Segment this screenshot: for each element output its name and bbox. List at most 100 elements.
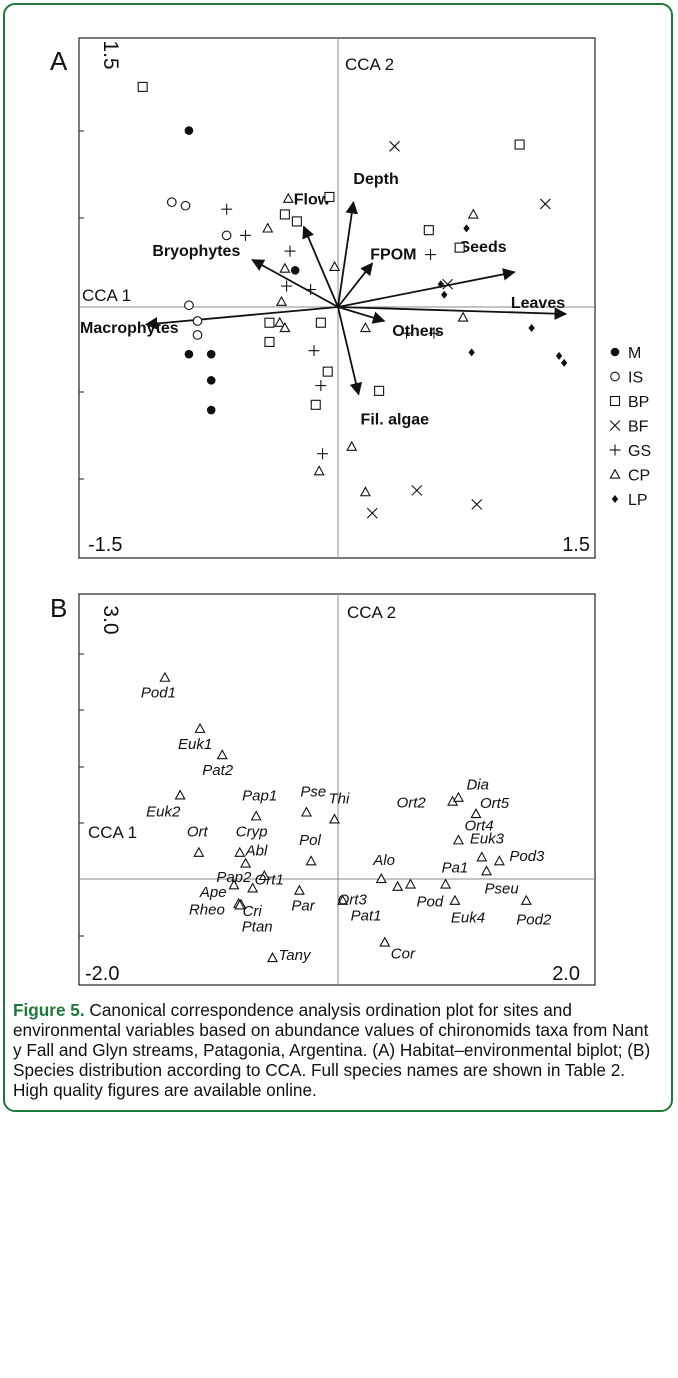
point-bp: [264, 317, 275, 328]
species-label-ort4: Ort4: [464, 817, 493, 834]
species-point-pod1: [159, 671, 171, 682]
legend-marker-m: [610, 347, 620, 357]
panel-a-vectors: Macrophytes Bryophytes Flow Depth FPOM Others…: [80, 171, 568, 428]
point-cp: [282, 192, 294, 203]
vector-fpom: [337, 262, 374, 308]
species-label-tany: Tany: [279, 947, 312, 964]
caption-text: Canonical correspondence analysis ordina…: [13, 1000, 651, 1100]
point-is: [221, 230, 232, 241]
point-gs: [425, 249, 437, 261]
point-bp: [279, 209, 290, 220]
figure-caption: Figure 5. Canonical correspondence analy…: [13, 1000, 659, 1100]
species-label-ape: Ape: [199, 884, 227, 901]
panel-a-legend: M IS BP BF GS CP LP: [609, 345, 651, 509]
legend-label-cp: CP: [628, 468, 650, 485]
species-point-pat2: [216, 749, 228, 760]
vector-label: Depth: [353, 171, 398, 188]
species-label-pod1: Pod1: [141, 685, 176, 702]
panel-a-plot-frame: [78, 37, 596, 559]
point-cp: [359, 486, 371, 497]
vector-label: FPOM: [370, 246, 416, 263]
point-cp: [467, 208, 479, 219]
point-gs: [401, 327, 413, 339]
species-label-pat1: Pat1: [351, 908, 382, 925]
point-gs: [284, 245, 296, 257]
species-point-pap1: [250, 810, 262, 821]
point-bf: [366, 507, 378, 519]
panel-a-y-axis-label: CCA 2: [345, 55, 394, 74]
panel-a-y-ticks: [79, 130, 84, 480]
point-bf: [471, 498, 483, 510]
vector-seeds: [337, 268, 516, 308]
species-label-euk3: Euk3: [470, 830, 505, 847]
species-label-pap1: Pap1: [242, 787, 277, 804]
species-label-pat2: Pat2: [202, 762, 234, 779]
point-gs: [281, 280, 293, 292]
legend-label-lp: LP: [628, 492, 648, 509]
panel-a-letter: A: [50, 46, 68, 76]
species-point-thi: [328, 813, 341, 824]
species-point-ape: [228, 879, 240, 890]
species-point-tany: [266, 952, 279, 963]
point-lp: [560, 358, 568, 367]
point-is: [166, 197, 177, 208]
point-m: [206, 405, 216, 415]
point-bp: [310, 399, 321, 410]
species-point-pap2: [258, 869, 270, 881]
species-point-ptan: [234, 899, 246, 910]
species-label-cryp: Cryp: [236, 824, 268, 841]
point-gs: [317, 448, 329, 460]
point-cp: [346, 440, 358, 451]
species-point-euk4: [449, 894, 461, 905]
point-bf: [442, 278, 454, 290]
point-bf: [539, 198, 551, 210]
point-bp: [374, 385, 385, 396]
species-label-pod3: Pod3: [509, 848, 545, 865]
panel-b-plot-frame: [78, 593, 596, 986]
panel-b-x-axis-label: CCA 1: [88, 823, 137, 842]
species-point-ort3: [392, 880, 404, 891]
species-point-pod: [404, 878, 417, 889]
legend-label-bf: BF: [628, 419, 649, 436]
point-lp: [468, 348, 475, 357]
panel-b-letter: B: [50, 593, 67, 623]
point-is: [192, 316, 203, 326]
species-point-pol: [305, 855, 317, 866]
species-label-ort: Ort: [187, 824, 209, 841]
species-label-pse: Pse: [300, 783, 326, 800]
point-m: [184, 349, 194, 359]
panel-b-points: Pod1 Euk1 Pat2 Euk2 Pap1 Pse Thi Ort Cryp Abl Pol P…: [141, 671, 552, 964]
panel-b: B 3.0 -2.0 2.0 CCA 1 CCA 2 Pod1 Euk1 Pat2 E…: [50, 593, 596, 986]
species-point-cryp: [234, 846, 246, 857]
species-label-pseu: Pseu: [485, 880, 520, 897]
vector-label: Others: [392, 323, 444, 340]
species-label-pod: Pod: [416, 893, 443, 910]
point-bp: [324, 191, 335, 203]
point-cp: [262, 222, 274, 233]
point-bp: [514, 139, 525, 150]
point-gs: [305, 284, 317, 296]
species-point-ort: [193, 846, 205, 857]
species-point-alo: [375, 873, 387, 884]
point-lp: [441, 290, 448, 299]
panel-b-xmin-label: -2.0: [85, 963, 119, 985]
legend-marker-cp: [609, 468, 621, 479]
species-point-pat1: [337, 894, 349, 905]
species-point-euk3: [476, 851, 488, 862]
vector-label: Seeds: [459, 239, 506, 256]
species-label-ort1: Ort1: [255, 871, 284, 888]
point-m: [184, 126, 194, 135]
species-point-ort4: [452, 834, 464, 845]
vector-flow: [302, 225, 339, 308]
species-point-pseu: [480, 865, 493, 876]
panel-b-y-ticks: [79, 653, 84, 937]
species-point-ort1: [247, 882, 259, 893]
species-label-ptan: Ptan: [242, 918, 273, 935]
point-lp: [437, 280, 444, 289]
species-label-pod2: Pod2: [516, 912, 552, 929]
species-label-cri: Cri: [243, 903, 263, 920]
point-bf: [389, 140, 400, 152]
point-cp: [359, 322, 371, 333]
legend-marker-is: [610, 371, 620, 382]
species-point-abl: [240, 857, 252, 868]
